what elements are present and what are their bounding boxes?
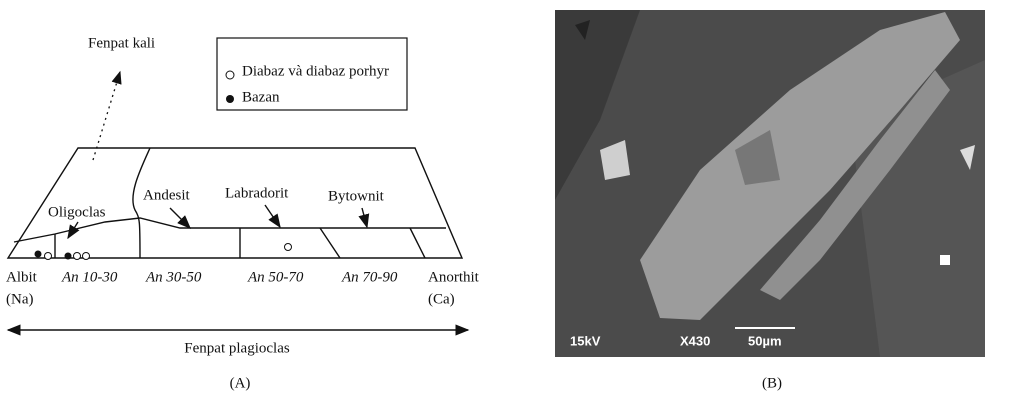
divider bbox=[320, 228, 340, 258]
panel-label: (A) bbox=[230, 375, 251, 391]
range-label: An 50-70 bbox=[247, 269, 304, 285]
panel-label: (B) bbox=[762, 375, 782, 391]
legend-open-marker bbox=[226, 71, 234, 79]
axis-label: Fenpat plagioclas bbox=[184, 340, 290, 356]
range-label: An 70-90 bbox=[341, 269, 398, 285]
pointer bbox=[265, 205, 280, 227]
scale-text: 50µm bbox=[748, 333, 782, 348]
pointer bbox=[362, 208, 367, 227]
sample-open bbox=[74, 253, 81, 260]
range-label: An 30-50 bbox=[145, 269, 202, 285]
legend-entry: Diabaz và diabaz porhyr bbox=[242, 63, 389, 79]
range-label: An 10-30 bbox=[61, 269, 118, 285]
endmember-label: Anorthit bbox=[428, 269, 480, 285]
endmember-label: (Ca) bbox=[428, 291, 455, 307]
field-label: Oligoclas bbox=[48, 204, 106, 220]
dotted-arrow bbox=[93, 72, 120, 160]
scale-text: 15kV bbox=[570, 333, 601, 348]
legend-filled-marker bbox=[226, 95, 234, 103]
sample-open bbox=[285, 244, 292, 251]
sample-filled bbox=[35, 251, 42, 258]
scale-text: X430 bbox=[680, 333, 710, 348]
panel-b: 15kV X430 50µm bbox=[555, 10, 985, 357]
figure: Fenpat kali Diabaz và diabaz porhyr Baza… bbox=[0, 0, 1010, 400]
sample-open bbox=[45, 253, 52, 260]
pointer bbox=[170, 208, 190, 228]
field-label: Andesit bbox=[143, 187, 190, 203]
potassium-feldspar-label: Fenpat kali bbox=[88, 35, 155, 51]
panel-a: Fenpat kali Diabaz và diabaz porhyr Baza… bbox=[6, 35, 480, 391]
field-label: Bytownit bbox=[328, 188, 385, 204]
divider bbox=[410, 228, 425, 258]
endmember-label: (Na) bbox=[6, 291, 33, 307]
sample-open bbox=[83, 253, 90, 260]
legend-entry: Bazan bbox=[242, 89, 280, 105]
endmember-label: Albit bbox=[6, 269, 38, 285]
boundary bbox=[14, 218, 446, 242]
bright-grain bbox=[940, 255, 950, 265]
field-label: Labradorit bbox=[225, 185, 289, 201]
sample-filled bbox=[65, 253, 72, 260]
diagram-outline bbox=[8, 148, 462, 258]
